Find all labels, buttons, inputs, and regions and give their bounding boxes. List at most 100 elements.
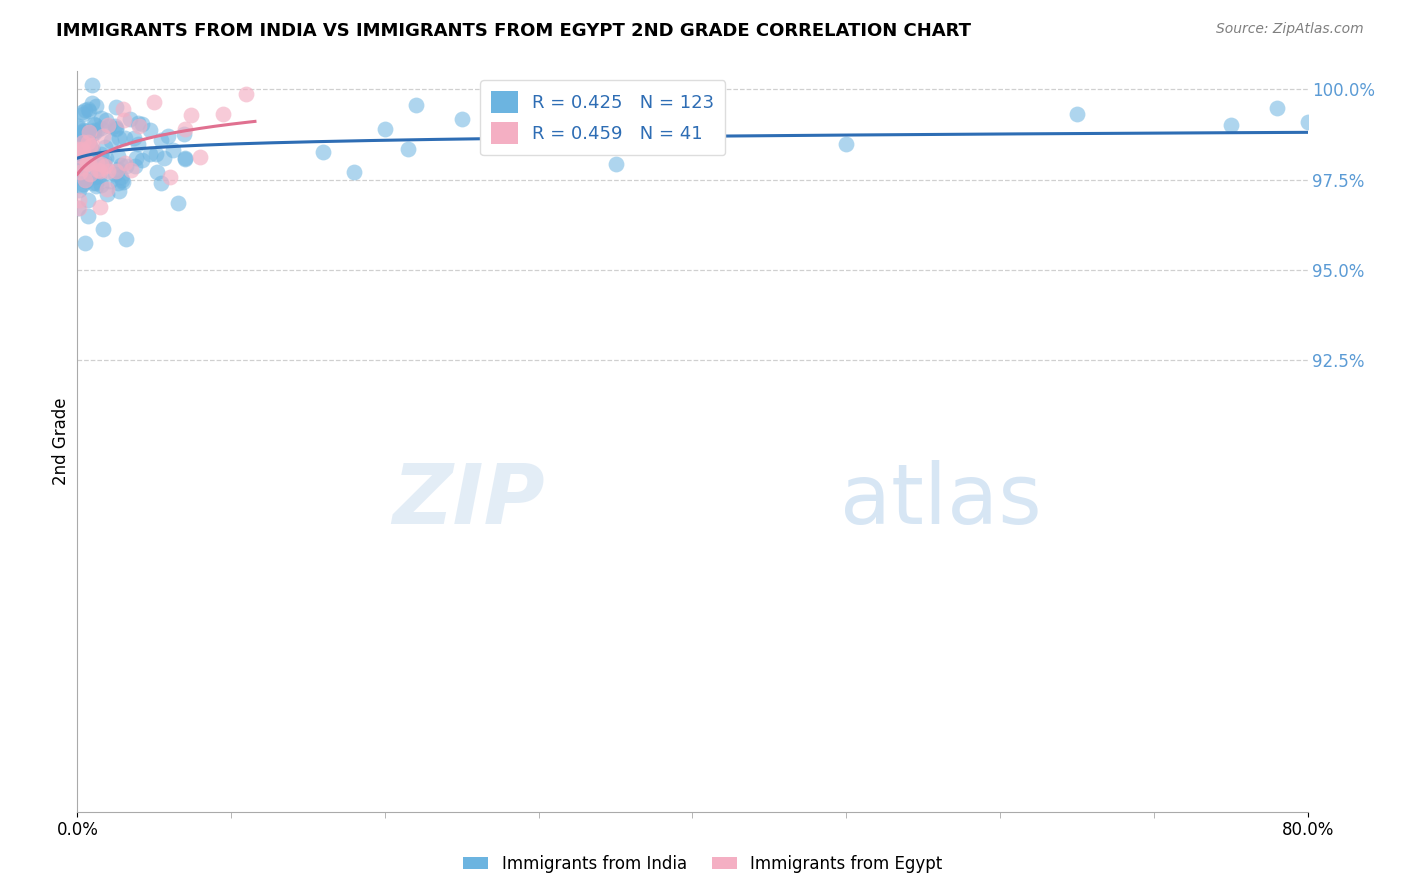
Point: [75, 127, 97, 141]
Point: [77, 102, 100, 116]
Point: [97, 164, 120, 178]
Point: [173, 127, 195, 141]
Point: [112, 102, 135, 116]
Point: [69, 143, 91, 157]
Point: [72, 171, 94, 186]
Point: [82, 128, 104, 142]
Point: [120, 162, 142, 177]
Point: [82, 144, 104, 158]
Point: [124, 160, 146, 174]
Point: [97, 118, 120, 132]
Point: [84, 155, 107, 169]
Point: [1219, 118, 1241, 132]
Point: [131, 153, 153, 167]
Point: [98, 174, 121, 188]
Point: [374, 121, 396, 136]
Point: [84, 99, 107, 113]
Point: [77, 104, 100, 119]
Point: [72, 177, 94, 191]
Point: [72, 151, 94, 165]
Point: [343, 165, 366, 179]
Point: [108, 131, 131, 145]
Point: [75, 236, 97, 251]
Point: [86, 155, 108, 169]
Point: [93, 157, 115, 171]
Point: [104, 121, 127, 136]
Point: [82, 137, 104, 152]
Point: [67, 153, 90, 168]
Point: [115, 159, 138, 173]
Point: [83, 169, 105, 184]
Point: [76, 155, 98, 169]
Point: [67, 158, 90, 172]
Point: [70, 149, 93, 163]
Point: [73, 153, 96, 168]
Point: [98, 120, 121, 134]
Point: [79, 150, 101, 164]
Point: [174, 152, 197, 166]
Point: [67, 128, 90, 142]
Point: [75, 173, 97, 187]
Point: [128, 120, 150, 134]
Point: [67, 141, 90, 155]
Point: [79, 156, 101, 170]
Point: [405, 98, 427, 112]
Point: [72, 133, 94, 147]
Point: [89, 163, 111, 178]
Point: [107, 149, 129, 163]
Point: [84, 178, 107, 193]
Legend: Immigrants from India, Immigrants from Egypt: Immigrants from India, Immigrants from E…: [457, 848, 949, 880]
Point: [835, 136, 858, 151]
Point: [67, 131, 90, 145]
Point: [174, 151, 197, 165]
Point: [82, 176, 104, 190]
Text: IMMIGRANTS FROM INDIA VS IMMIGRANTS FROM EGYPT 2ND GRADE CORRELATION CHART: IMMIGRANTS FROM INDIA VS IMMIGRANTS FROM…: [56, 22, 972, 40]
Point: [167, 196, 190, 211]
Point: [150, 132, 173, 146]
Point: [108, 184, 131, 198]
Point: [159, 169, 181, 184]
Point: [79, 139, 101, 153]
Point: [77, 125, 100, 139]
Point: [93, 140, 115, 154]
Point: [76, 145, 98, 160]
Point: [70, 161, 93, 175]
Point: [93, 159, 115, 173]
Point: [83, 117, 105, 131]
Point: [146, 164, 169, 178]
Point: [180, 108, 202, 122]
Point: [114, 156, 136, 170]
Point: [73, 172, 96, 186]
Point: [67, 142, 90, 156]
Point: [112, 176, 135, 190]
Point: [127, 136, 149, 151]
Point: [75, 103, 97, 117]
Point: [84, 118, 107, 132]
Point: [156, 128, 179, 143]
Point: [79, 167, 101, 181]
Point: [83, 161, 105, 175]
Point: [96, 151, 118, 165]
Point: [70, 104, 93, 119]
Point: [312, 145, 335, 159]
Point: [124, 131, 146, 145]
Point: [110, 157, 132, 171]
Point: [75, 174, 97, 188]
Point: [103, 167, 125, 181]
Point: [80, 96, 103, 111]
Point: [87, 162, 110, 177]
Point: [107, 162, 129, 177]
Point: [67, 183, 90, 197]
Point: [67, 201, 90, 215]
Point: [70, 136, 93, 150]
Point: [104, 119, 127, 133]
Point: [396, 142, 419, 156]
Point: [1265, 101, 1288, 115]
Point: [112, 112, 135, 127]
Point: [1296, 115, 1319, 129]
Point: [67, 119, 90, 133]
Point: [190, 150, 212, 164]
Point: [138, 146, 160, 161]
Text: ZIP: ZIP: [392, 460, 546, 541]
Point: [67, 121, 90, 136]
